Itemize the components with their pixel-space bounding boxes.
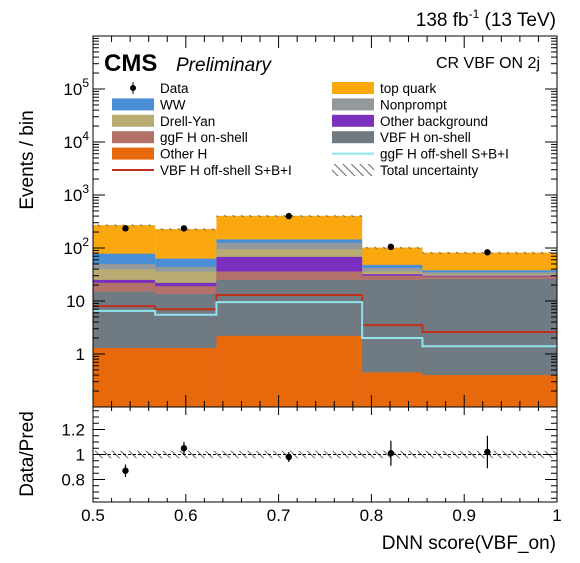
legend-swatch-other-h — [112, 147, 154, 160]
data-point — [180, 225, 188, 232]
bar-other-h — [422, 375, 557, 407]
legend-swatch-ww — [112, 98, 154, 111]
legend-label-vbf-h-on-shell: VBF H on-shell — [380, 130, 471, 145]
x-tick-label: 0.9 — [452, 506, 476, 525]
ratio-point — [180, 445, 188, 452]
legend-swatch-data — [130, 85, 136, 91]
bar-other-h — [216, 335, 363, 407]
ratio-point — [122, 467, 129, 474]
legend-label-ggf-h-off-shell-s-b-i: ggF H off-shell S+B+I — [380, 147, 509, 162]
x-axis-label: DNN score(VBF_on) — [382, 533, 556, 554]
region-label: CR VBF ON 2j — [436, 55, 540, 72]
bar-other-h — [93, 347, 156, 407]
y-tick-label-bottom: 1 — [76, 446, 85, 465]
x-tick-label: 1 — [552, 506, 561, 525]
legend-label-ggf-h-on-shell: ggF H on-shell — [160, 130, 248, 145]
ratio-group — [93, 435, 557, 477]
y-tick-label-bottom: 1.2 — [61, 421, 85, 440]
y-axis-label-bottom: Data/Pred — [17, 411, 38, 497]
y-tick-label-top: 102 — [63, 235, 89, 258]
lumi-label: 138 fb-1 (13 TeV) — [416, 7, 556, 31]
line-vbf-h-off-shell-s-b-i — [93, 293, 557, 334]
legend-label-ww: WW — [160, 97, 186, 112]
preliminary-label: Preliminary — [176, 55, 273, 76]
legend-swatch-ggf-h-on-shell — [112, 131, 154, 144]
cms-label: CMS — [104, 50, 157, 77]
ratio-point — [285, 453, 293, 461]
y-tick-label-bottom: 0.8 — [61, 471, 85, 490]
y-tick-label-top: 103 — [63, 182, 89, 205]
legend-swatch-top-quark — [332, 82, 374, 94]
legend-label-top-quark: top quark — [380, 81, 437, 96]
bar-other-h — [362, 372, 423, 407]
legend-swatch-total-uncertainty — [332, 164, 374, 176]
legend-label-nonprompt: Nonprompt — [380, 97, 447, 112]
ratio-point — [387, 450, 395, 457]
data-point — [285, 212, 293, 220]
line-ggf-h-off-shell-s-b-i — [93, 301, 557, 348]
legend-label-other-background: Other background — [380, 114, 488, 129]
x-tick-label: 0.7 — [267, 506, 291, 525]
legend-label-vbf-h-off-shell-s-b-i: VBF H off-shell S+B+I — [160, 163, 292, 178]
data-point — [484, 249, 491, 256]
y-tick-label-top: 10 — [66, 292, 85, 311]
ratio-plot-panel: 0.5 0.6 0.7 0.8 0.9 1 0.8 1 1.2 — [61, 406, 562, 525]
legend-label-other-h: Other H — [160, 147, 207, 162]
y-tick-label-top: 105 — [63, 76, 89, 99]
y-tick-label-top: 1 — [76, 345, 85, 364]
y-axis-label-top: Events / bin — [17, 110, 38, 209]
legend-label-total-uncertainty: Total uncertainty — [380, 163, 479, 178]
main-plot-panel: 1 10 102 103 104 105 — [63, 35, 558, 408]
data-point — [387, 243, 395, 251]
data-point — [122, 225, 129, 232]
y-tick-label-top: 104 — [63, 129, 89, 152]
legend-swatch-drell-yan — [112, 114, 154, 127]
x-tick-label: 0.8 — [360, 506, 384, 525]
legend-label-data: Data — [160, 81, 189, 96]
stack-group — [93, 215, 557, 407]
legend-label-drell-yan: Drell-Yan — [160, 114, 215, 129]
legend-swatch-other-background — [332, 114, 374, 127]
legend-swatch-nonprompt — [332, 98, 374, 111]
ratio-point — [484, 448, 491, 456]
x-tick-label: 0.5 — [81, 506, 105, 525]
x-tick-label: 0.6 — [174, 506, 198, 525]
legend-swatch-vbf-h-on-shell — [332, 131, 374, 144]
